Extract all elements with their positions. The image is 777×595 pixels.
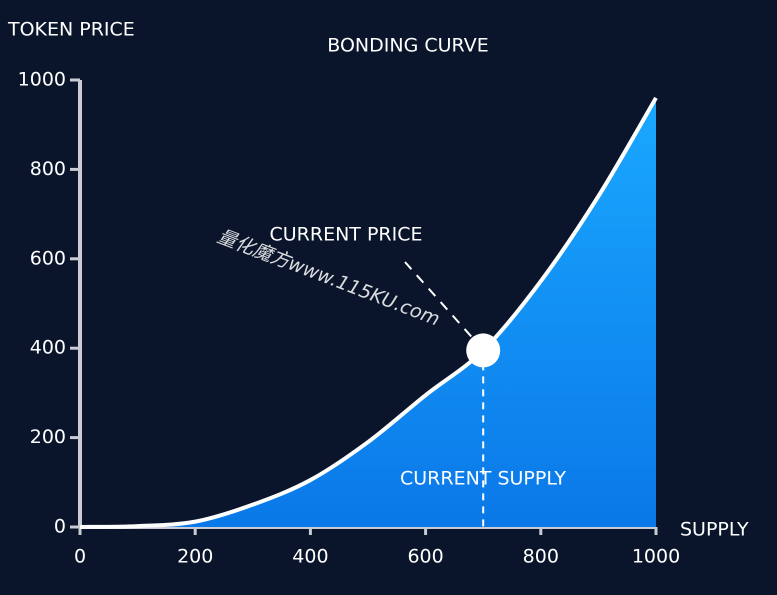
curve-line	[79, 96, 658, 529]
current-supply-label: CURRENT SUPPLY	[400, 468, 566, 490]
x-tick-label: 600	[407, 546, 443, 568]
x-tick-label: 200	[177, 546, 213, 568]
y-tick-label: 400	[30, 337, 66, 359]
y-tick-label: 200	[30, 426, 66, 448]
x-tick-label: 400	[292, 546, 328, 568]
current-price-label: CURRENT PRICE	[270, 224, 423, 246]
x-tick-label: 800	[523, 546, 559, 568]
current-point	[466, 333, 501, 368]
x-tick-label: 0	[74, 546, 86, 568]
chart-title: BONDING CURVE	[327, 35, 488, 57]
y-axis-label: TOKEN PRICE	[7, 19, 135, 41]
y-tick-label: 1000	[18, 69, 66, 91]
area-fill	[80, 97, 656, 527]
x-tick-label: 1000	[632, 546, 680, 568]
y-tick-label: 600	[30, 247, 66, 269]
x-axis-label: SUPPLY	[680, 519, 749, 541]
y-tick-label: 800	[30, 158, 66, 180]
y-tick-label: 0	[54, 516, 66, 538]
